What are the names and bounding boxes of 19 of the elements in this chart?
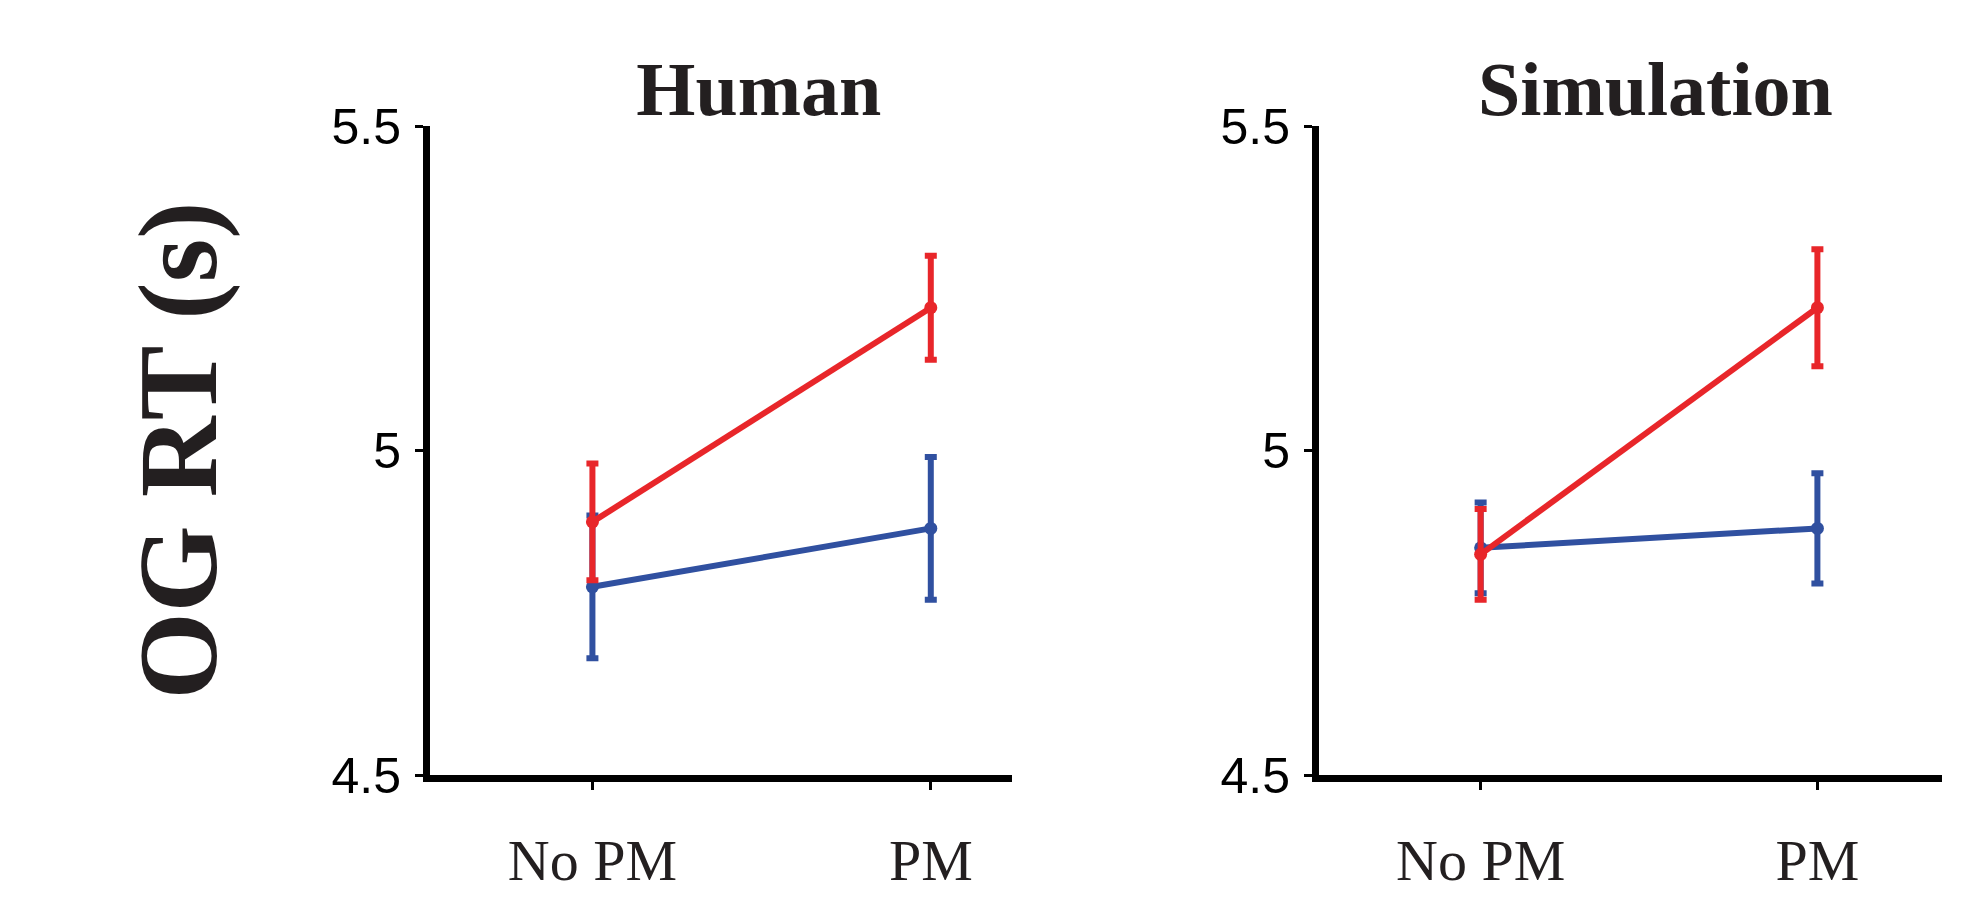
- x-tick-label: No PM: [1396, 827, 1566, 893]
- y-tick-label: 4.5: [331, 747, 401, 804]
- x-tick-label: PM: [888, 827, 973, 893]
- y-tick-label: 5.5: [1220, 98, 1290, 155]
- point: [1810, 301, 1824, 315]
- y-tick-label: 5: [1262, 423, 1290, 479]
- chart-title: Human: [636, 46, 882, 131]
- point: [585, 515, 599, 529]
- point: [1474, 547, 1488, 561]
- y-tick-label: 5: [373, 423, 401, 479]
- chart-title: Simulation: [1478, 46, 1833, 131]
- x-tick-label: No PM: [507, 827, 678, 893]
- y-axis-title: OG RT (s): [115, 201, 240, 700]
- point: [1810, 521, 1824, 535]
- y-tick-label: 4.5: [1220, 747, 1290, 804]
- point: [924, 521, 938, 535]
- y-tick-label: 5.5: [331, 98, 401, 155]
- x-tick-label: PM: [1775, 827, 1860, 893]
- point: [924, 301, 938, 315]
